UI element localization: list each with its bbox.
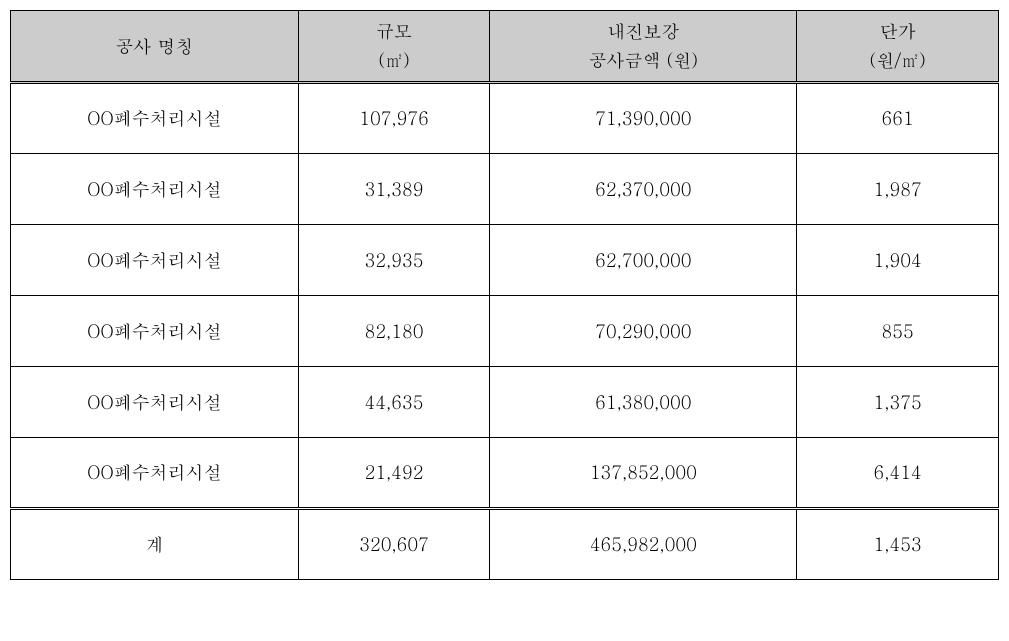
cell-name: OO폐수처리시설 xyxy=(11,438,299,509)
header-col-name: 공사 명칭 xyxy=(11,11,299,83)
cell-scale: 31,389 xyxy=(298,154,490,225)
header-unit: (㎡) xyxy=(299,48,490,73)
cell-name: OO폐수처리시설 xyxy=(11,154,299,225)
total-row: 계 320,607 465,982,000 1,453 xyxy=(11,509,999,580)
data-table: 공사 명칭 규모 (㎡) 내진보강 공사금액 (원) 단가 (원/㎡) OO폐수… xyxy=(10,10,999,580)
header-row: 공사 명칭 규모 (㎡) 내진보강 공사금액 (원) 단가 (원/㎡) xyxy=(11,11,999,83)
header-unit: 공사금액 (원) xyxy=(490,48,796,73)
header-label: 공사 명칭 xyxy=(11,34,298,59)
cell-amount: 137,852,000 xyxy=(490,438,797,509)
cell-unit: 6,414 xyxy=(797,438,999,509)
cell-amount: 62,370,000 xyxy=(490,154,797,225)
table-row: OO폐수처리시설 32,935 62,700,000 1,904 xyxy=(11,225,999,296)
cell-name: OO폐수처리시설 xyxy=(11,296,299,367)
table-row: OO폐수처리시설 44,635 61,380,000 1,375 xyxy=(11,367,999,438)
cell-unit: 855 xyxy=(797,296,999,367)
cell-unit: 1,987 xyxy=(797,154,999,225)
header-unit: (원/㎡) xyxy=(797,48,998,73)
cell-amount: 61,380,000 xyxy=(490,367,797,438)
cell-scale: 107,976 xyxy=(298,83,490,154)
cell-unit: 1,904 xyxy=(797,225,999,296)
table-row: OO폐수처리시설 21,492 137,852,000 6,414 xyxy=(11,438,999,509)
table-row: OO폐수처리시설 31,389 62,370,000 1,987 xyxy=(11,154,999,225)
cell-name: OO폐수처리시설 xyxy=(11,367,299,438)
cell-name: OO폐수처리시설 xyxy=(11,83,299,154)
cell-unit: 661 xyxy=(797,83,999,154)
cell-unit: 1,375 xyxy=(797,367,999,438)
cell-name: OO폐수처리시설 xyxy=(11,225,299,296)
table-body: OO폐수처리시설 107,976 71,390,000 661 OO폐수처리시설… xyxy=(11,83,999,580)
cell-scale: 82,180 xyxy=(298,296,490,367)
cell-amount: 62,700,000 xyxy=(490,225,797,296)
header-col-scale: 규모 (㎡) xyxy=(298,11,490,83)
header-col-amount: 내진보강 공사금액 (원) xyxy=(490,11,797,83)
header-label: 규모 xyxy=(299,19,490,44)
cell-scale: 44,635 xyxy=(298,367,490,438)
cell-amount: 70,290,000 xyxy=(490,296,797,367)
cell-amount: 71,390,000 xyxy=(490,83,797,154)
total-unit: 1,453 xyxy=(797,509,999,580)
header-col-unit: 단가 (원/㎡) xyxy=(797,11,999,83)
total-scale: 320,607 xyxy=(298,509,490,580)
table-row: OO폐수처리시설 107,976 71,390,000 661 xyxy=(11,83,999,154)
table-row: OO폐수처리시설 82,180 70,290,000 855 xyxy=(11,296,999,367)
cell-scale: 32,935 xyxy=(298,225,490,296)
total-label: 계 xyxy=(11,509,299,580)
header-label: 단가 xyxy=(797,19,998,44)
header-label: 내진보강 xyxy=(490,19,796,44)
table-head: 공사 명칭 규모 (㎡) 내진보강 공사금액 (원) 단가 (원/㎡) xyxy=(11,11,999,83)
total-amount: 465,982,000 xyxy=(490,509,797,580)
cell-scale: 21,492 xyxy=(298,438,490,509)
